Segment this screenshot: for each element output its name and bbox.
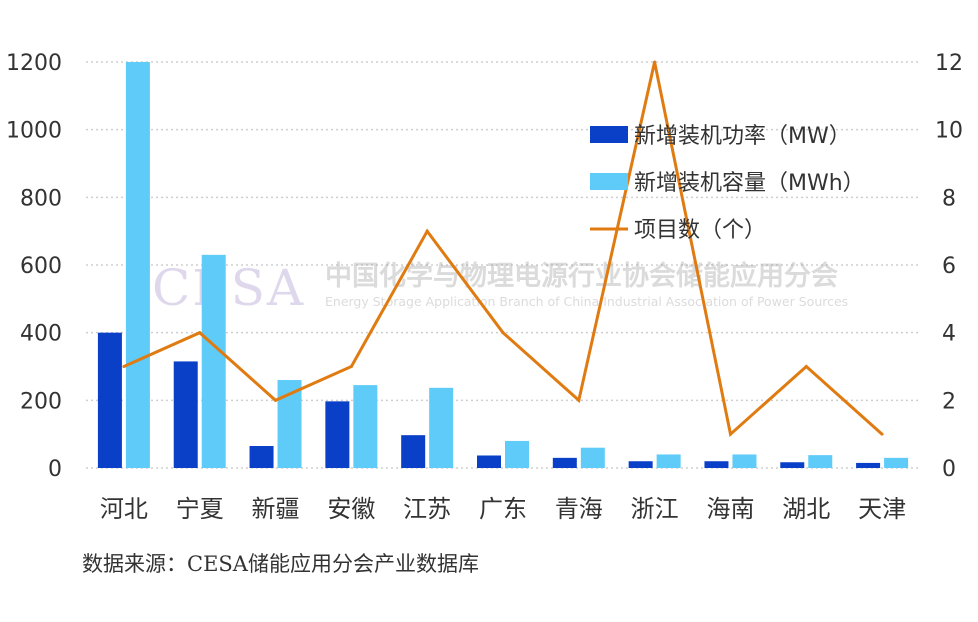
point-projects (198, 331, 202, 335)
bar-capacity (505, 440, 529, 468)
x-category-label: 浙江 (631, 495, 679, 523)
point-projects (122, 365, 126, 368)
y-right-tick-label: 4 (942, 322, 956, 347)
legend-label-power: 新增装机功率（MW） (634, 124, 851, 149)
watermark: CESA 中国化学与物理电源行业协会储能应用分会 Energy Storage … (152, 259, 848, 317)
bar-power (249, 446, 274, 468)
bars (97, 62, 909, 468)
line-series (122, 60, 884, 438)
y-left-tick-label: 1000 (6, 119, 62, 144)
bar-power (325, 401, 350, 468)
y-right-tick-label: 6 (942, 254, 956, 279)
bar-power (628, 461, 653, 468)
y-left-tick-label: 200 (20, 389, 62, 414)
x-category-label: 广东 (479, 495, 527, 523)
point-projects (274, 398, 278, 402)
point-projects (425, 229, 429, 233)
legend-swatch-power (590, 126, 628, 143)
source-note: 数据来源：CESA储能应用分会产业数据库 (82, 552, 479, 576)
y-right-tick-label: 10 (935, 119, 963, 144)
bar-capacity (201, 254, 226, 468)
bar-capacity (429, 387, 454, 468)
x-category-label: 海南 (706, 495, 754, 523)
y-left-tick-label: 400 (20, 322, 62, 347)
watermark-en-text: Energy Storage Application Branch of Chi… (325, 294, 848, 309)
point-projects (653, 60, 657, 64)
x-axis: 河北 宁夏 新疆 安徽 江苏 广东 青海 浙江 海南 湖北 天津 (100, 495, 906, 523)
bar-capacity (884, 457, 909, 468)
bar-power (780, 462, 805, 468)
x-category-label: 河北 (100, 495, 148, 523)
bar-power (552, 457, 577, 468)
bar-capacity (808, 455, 833, 468)
x-category-label: 江苏 (403, 495, 451, 523)
gridlines (86, 61, 920, 469)
y-axis-right: 0 2 4 6 8 10 12 (935, 51, 963, 482)
legend-label-capacity: 新增装机容量（MWh） (634, 171, 865, 196)
watermark-logo: CESA (152, 259, 305, 317)
y-right-tick-label: 0 (942, 457, 956, 482)
point-projects (577, 398, 581, 402)
x-category-label: 宁夏 (176, 495, 224, 523)
point-projects (501, 331, 505, 335)
legend-swatch-capacity (590, 173, 628, 190)
y-left-tick-label: 1200 (6, 51, 62, 76)
bar-capacity (580, 447, 605, 468)
x-category-label: 天津 (858, 495, 906, 523)
bar-capacity (732, 454, 757, 468)
y-axis-left: 0 200 400 600 800 1000 1200 (6, 51, 62, 482)
y-right-tick-label: 8 (942, 186, 956, 211)
y-left-tick-label: 0 (48, 457, 62, 482)
bar-power (401, 435, 426, 468)
bar-power (856, 462, 881, 468)
x-category-label: 湖北 (782, 495, 830, 523)
bar-power (97, 332, 122, 468)
y-left-tick-label: 800 (20, 186, 62, 211)
y-left-tick-label: 600 (20, 254, 62, 279)
bar-capacity (353, 385, 378, 468)
line-projects (123, 61, 884, 438)
bar-capacity (656, 454, 681, 468)
x-category-label: 新疆 (252, 495, 300, 523)
y-right-tick-label: 2 (942, 389, 956, 414)
bar-power (477, 455, 501, 468)
point-projects (349, 365, 353, 368)
point-projects (728, 432, 732, 436)
legend-label-projects: 项目数（个） (634, 218, 766, 243)
bar-power (173, 361, 198, 468)
point-projects (880, 432, 884, 436)
bar-power (704, 461, 729, 468)
bar-capacity (125, 62, 150, 468)
watermark-cn-text: 中国化学与物理电源行业协会储能应用分会 (325, 260, 838, 292)
x-category-label: 青海 (555, 495, 603, 523)
y-right-tick-label: 12 (935, 51, 963, 76)
legend: 新增装机功率（MW） 新增装机容量（MWh） 项目数（个） (590, 124, 865, 243)
x-category-label: 安徽 (327, 495, 375, 523)
point-projects (804, 365, 808, 368)
